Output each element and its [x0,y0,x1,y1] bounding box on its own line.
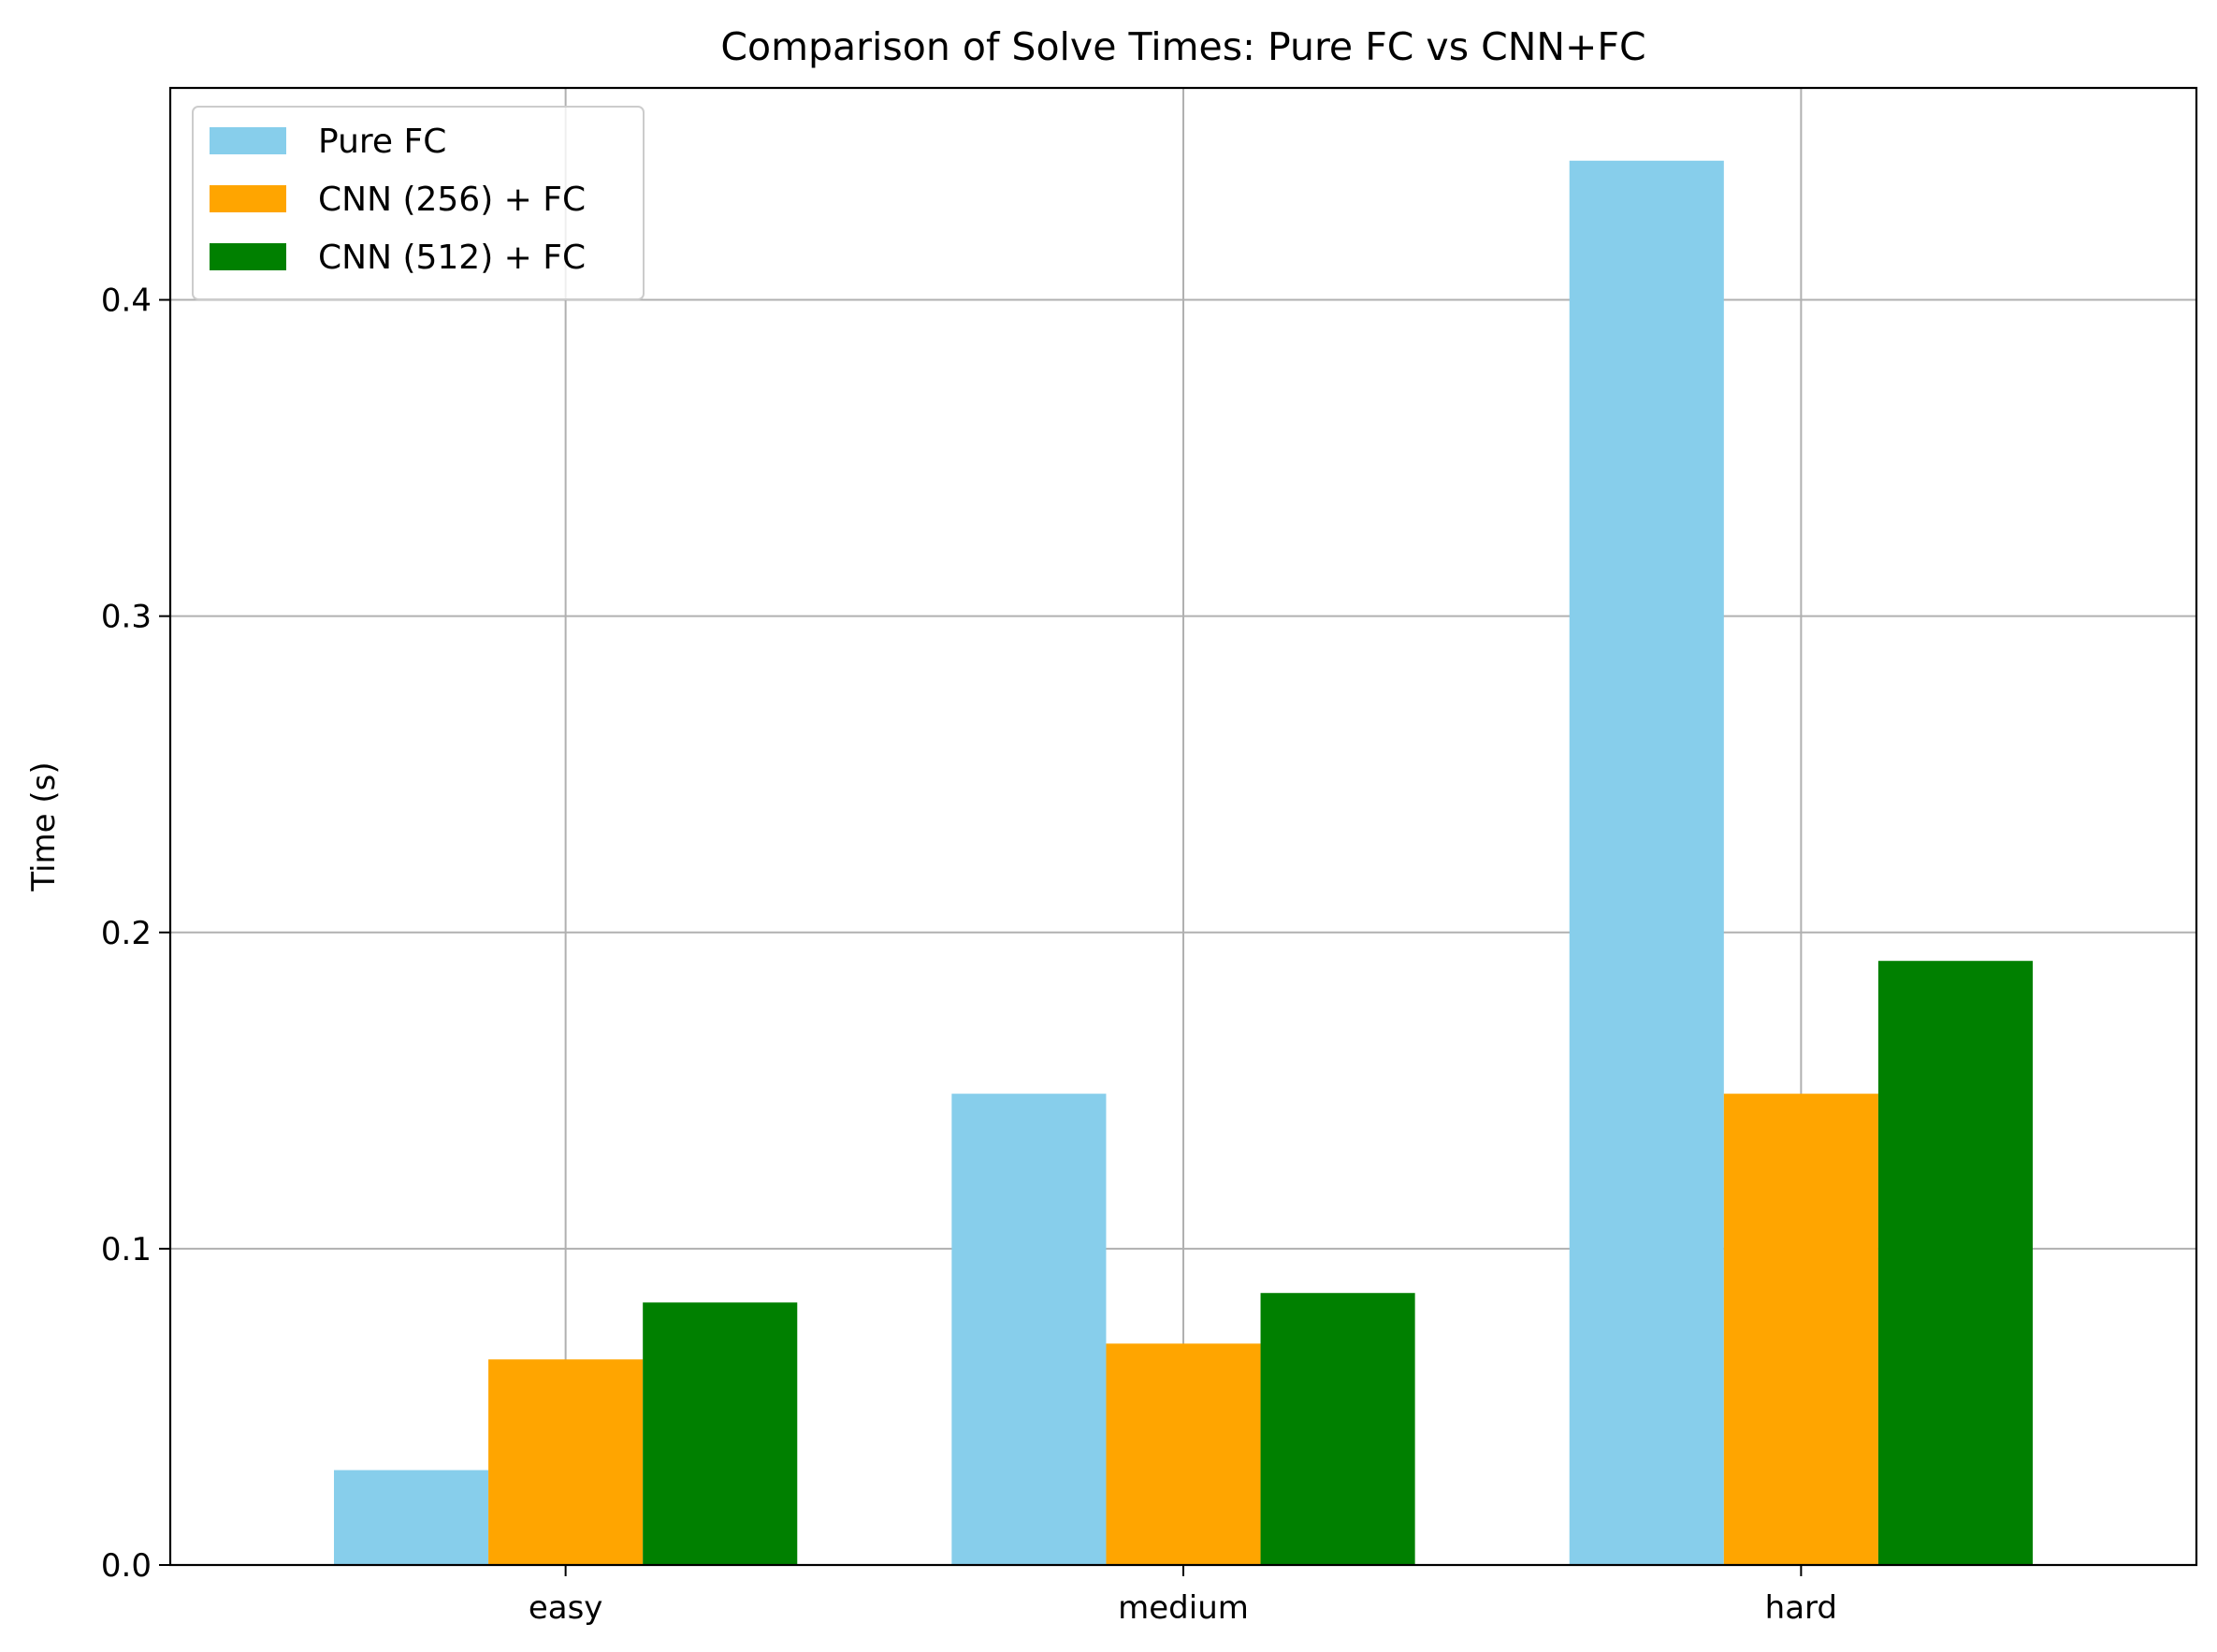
x-tick-label: hard [1765,1589,1837,1627]
y-tick-label: 0.0 [101,1547,152,1585]
legend-label: CNN (256) + FC [318,181,586,219]
bar [1569,160,1724,1565]
bars [333,160,2034,1565]
y-tick-label: 0.2 [101,915,152,952]
x-tick-label: easy [529,1589,603,1627]
legend-swatch [210,243,286,270]
legend-label: CNN (512) + FC [318,239,586,277]
legend-label: Pure FC [318,123,446,161]
bar [643,1302,798,1565]
y-axis-label: Time (s) [25,761,63,891]
bar [488,1359,644,1565]
legend-swatch [210,127,286,154]
legend: Pure FC CNN (256) + FC CNN (512) + FC [192,106,645,300]
axis-ticks: 0.0 0.1 0.2 0.3 0.4 easy medium hard [101,283,1837,1627]
legend-swatch [210,185,286,212]
legend-box [192,106,645,300]
bar [951,1094,1107,1565]
y-tick-label: 0.4 [101,283,152,320]
x-tick-label: medium [1118,1589,1249,1627]
chart-title: Comparison of Solve Times: Pure FC vs CN… [720,24,1645,69]
bar [333,1470,489,1565]
bar [1723,1094,1878,1565]
bar [1877,961,2034,1565]
bar [1106,1343,1261,1565]
bar [1260,1293,1415,1565]
y-tick-label: 0.3 [101,599,152,636]
y-tick-label: 0.1 [101,1231,152,1268]
